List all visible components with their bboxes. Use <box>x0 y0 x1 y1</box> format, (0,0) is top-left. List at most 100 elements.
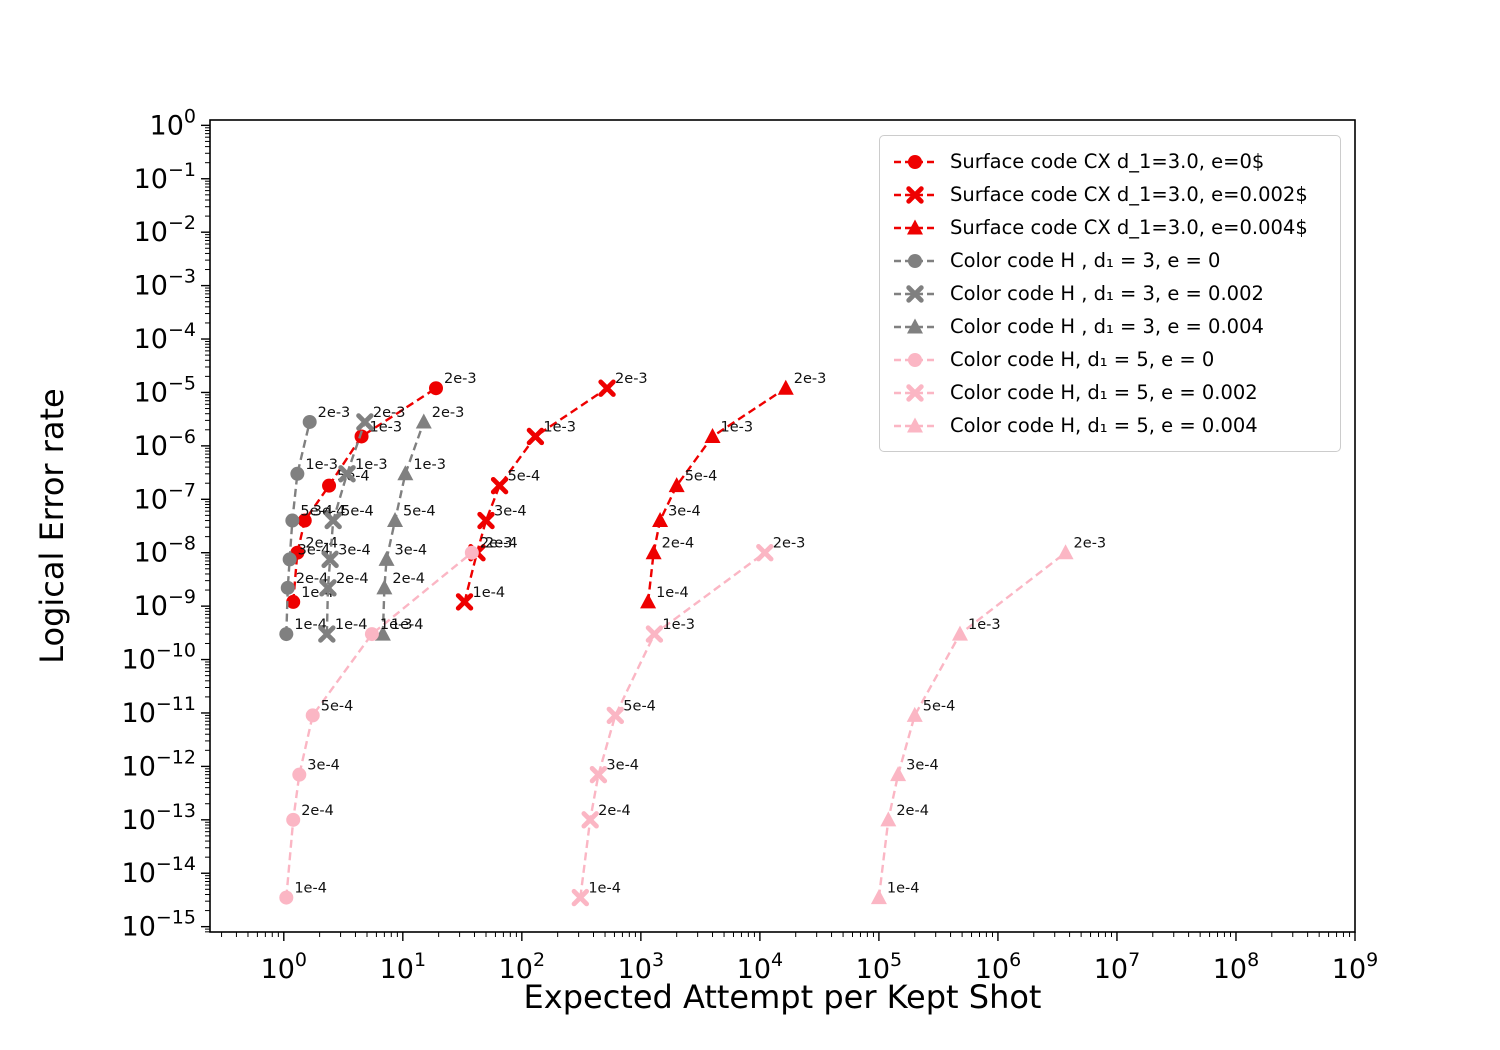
point-label: 5e-4 <box>341 504 374 520</box>
data-point-marker <box>397 465 414 481</box>
point-label: 1e-3 <box>543 419 576 435</box>
data-point-marker <box>906 284 924 303</box>
point-label: 2e-4 <box>485 536 518 552</box>
data-point-marker <box>364 627 379 642</box>
data-point-marker <box>324 511 342 530</box>
point-label: 1e-3 <box>305 457 338 473</box>
y-tick-label: 10−15 <box>122 907 196 943</box>
data-point-marker <box>645 544 662 560</box>
series-line <box>877 551 1067 898</box>
legend-item-0: Surface code CX d_1=3.0, e=0$ <box>892 145 1328 178</box>
data-point-marker <box>455 593 474 611</box>
data-point-marker <box>464 545 479 560</box>
data-point-marker <box>1057 544 1074 560</box>
legend-item-5: Color code H , d₁ = 3, e = 0.004 <box>892 310 1328 343</box>
data-point-marker <box>645 625 664 643</box>
legend-item-label: Surface code CX d_1=3.0, e=0$ <box>950 150 1265 173</box>
y-tick-label: 10−8 <box>134 533 196 569</box>
data-point-marker <box>490 476 509 495</box>
legend-item-3: Color code H , d₁ = 3, e = 0 <box>892 244 1328 277</box>
point-labels-3: 1e-42e-43e-45e-41e-32e-3 <box>294 405 350 633</box>
point-label: 1e-3 <box>968 617 1001 633</box>
data-point-marker <box>374 625 391 641</box>
data-point-marker <box>906 383 924 402</box>
series-3 <box>279 414 317 642</box>
data-point-marker <box>907 318 923 333</box>
point-label: 5e-4 <box>300 504 333 520</box>
data-point-marker <box>318 625 336 643</box>
series-6 <box>279 545 479 905</box>
x-tick-label: 101 <box>380 949 426 985</box>
data-point-marker <box>880 811 897 827</box>
data-point-marker <box>338 465 356 483</box>
point-label: 1e-3 <box>413 457 446 473</box>
x-tick-label: 100 <box>261 949 307 985</box>
point-label: 2e-4 <box>662 536 695 552</box>
point-labels-5: 1e-4 2e-4 3e-4 5e-4 1e-3 2e-3 <box>391 405 465 633</box>
data-point-marker <box>354 429 369 444</box>
data-point-marker <box>322 478 337 493</box>
data-point-marker <box>951 625 968 641</box>
series-4 <box>318 413 374 643</box>
point-label: 2e-3 <box>480 536 513 552</box>
y-tick-label: 10−14 <box>122 853 196 889</box>
legend-item-label: Color code H, d₁ = 5, e = 0.002 <box>950 381 1258 404</box>
series-line <box>285 551 473 898</box>
series-7 <box>571 544 774 907</box>
data-point-marker <box>292 767 307 782</box>
data-point-marker <box>890 766 907 782</box>
x-tick-label: 105 <box>856 949 902 985</box>
data-point-marker <box>387 512 404 528</box>
data-point-marker <box>428 381 443 396</box>
legend: Surface code CX d_1=3.0, e=0$ Surface cod… <box>879 135 1341 452</box>
point-label: 1e-3 <box>380 617 413 633</box>
point-label: 1e-4 <box>473 585 506 601</box>
data-point-marker <box>777 379 794 395</box>
point-label: 1e-3 <box>662 617 695 633</box>
data-point-marker <box>321 550 339 569</box>
data-point-marker <box>581 811 599 829</box>
y-tick-label: 10−5 <box>134 372 196 408</box>
data-point-marker <box>571 888 590 907</box>
y-axis-label: Logical Error rate <box>33 388 71 664</box>
data-point-marker <box>280 580 295 595</box>
point-label: 2e-4 <box>301 803 334 819</box>
triangle-marker-icon <box>894 417 936 432</box>
data-point-marker <box>908 352 922 367</box>
point-label: 2e-4 <box>336 571 369 587</box>
point-label: 5e-4 <box>923 698 956 714</box>
data-point-marker <box>906 706 923 722</box>
point-label: 1e-4 <box>887 881 920 897</box>
point-label: 5e-4 <box>321 698 354 714</box>
point-label: 2e-3 <box>794 371 827 387</box>
point-label: 2e-3 <box>773 536 806 552</box>
y-tick-label: 10−2 <box>134 212 196 248</box>
series-line <box>325 421 367 635</box>
point-label: 1e-3 <box>721 419 754 435</box>
data-point-marker <box>279 890 294 905</box>
x-marker-icon <box>894 284 936 303</box>
x-tick-label: 106 <box>975 949 1021 985</box>
series-line <box>463 387 608 603</box>
x-tick-label: 108 <box>1213 949 1259 985</box>
series-line <box>646 387 787 603</box>
circle-marker-icon <box>894 253 936 268</box>
data-point-marker <box>589 765 608 784</box>
data-point-marker <box>376 579 393 595</box>
point-label: 2e-4 <box>392 571 425 587</box>
point-labels-1: 1e-4 2e-4 3e-4 5e-4 1e-3 2e-3 <box>473 371 648 601</box>
data-point-marker <box>285 513 300 528</box>
data-point-marker <box>908 154 922 169</box>
point-labels-4: 1e-42e-43e-45e-41e-32e-3 <box>335 405 406 633</box>
data-point-marker <box>415 413 432 429</box>
series-8 <box>870 544 1074 905</box>
circle-marker-icon <box>894 154 936 169</box>
data-point-marker <box>907 219 923 234</box>
point-label: 2e-3 <box>432 405 465 421</box>
circle-marker-icon <box>894 352 936 367</box>
data-point-marker <box>870 889 887 905</box>
point-labels-8: 1e-4 2e-4 3e-4 5e-4 1e-3 2e-3 <box>887 536 1106 897</box>
data-point-marker <box>907 417 923 432</box>
point-label: 5e-4 <box>508 469 541 485</box>
